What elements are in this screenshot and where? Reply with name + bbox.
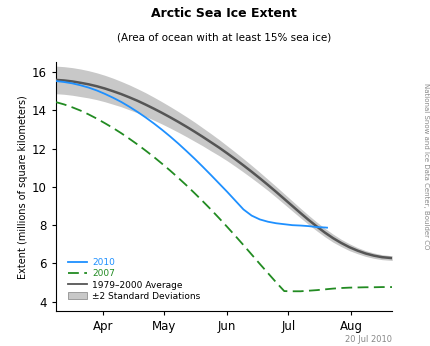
Text: National Snow and Ice Data Center, Boulder CO: National Snow and Ice Data Center, Bould…	[422, 83, 428, 249]
Legend: 2010, 2007, 1979–2000 Average, ±2 Standard Deviations: 2010, 2007, 1979–2000 Average, ±2 Standa…	[64, 254, 203, 304]
Y-axis label: Extent (millions of square kilometers): Extent (millions of square kilometers)	[18, 95, 28, 279]
Text: (Area of ocean with at least 15% sea ice): (Area of ocean with at least 15% sea ice…	[117, 32, 331, 42]
Text: 20 Jul 2010: 20 Jul 2010	[344, 335, 391, 344]
Text: Arctic Sea Ice Extent: Arctic Sea Ice Extent	[151, 7, 296, 20]
